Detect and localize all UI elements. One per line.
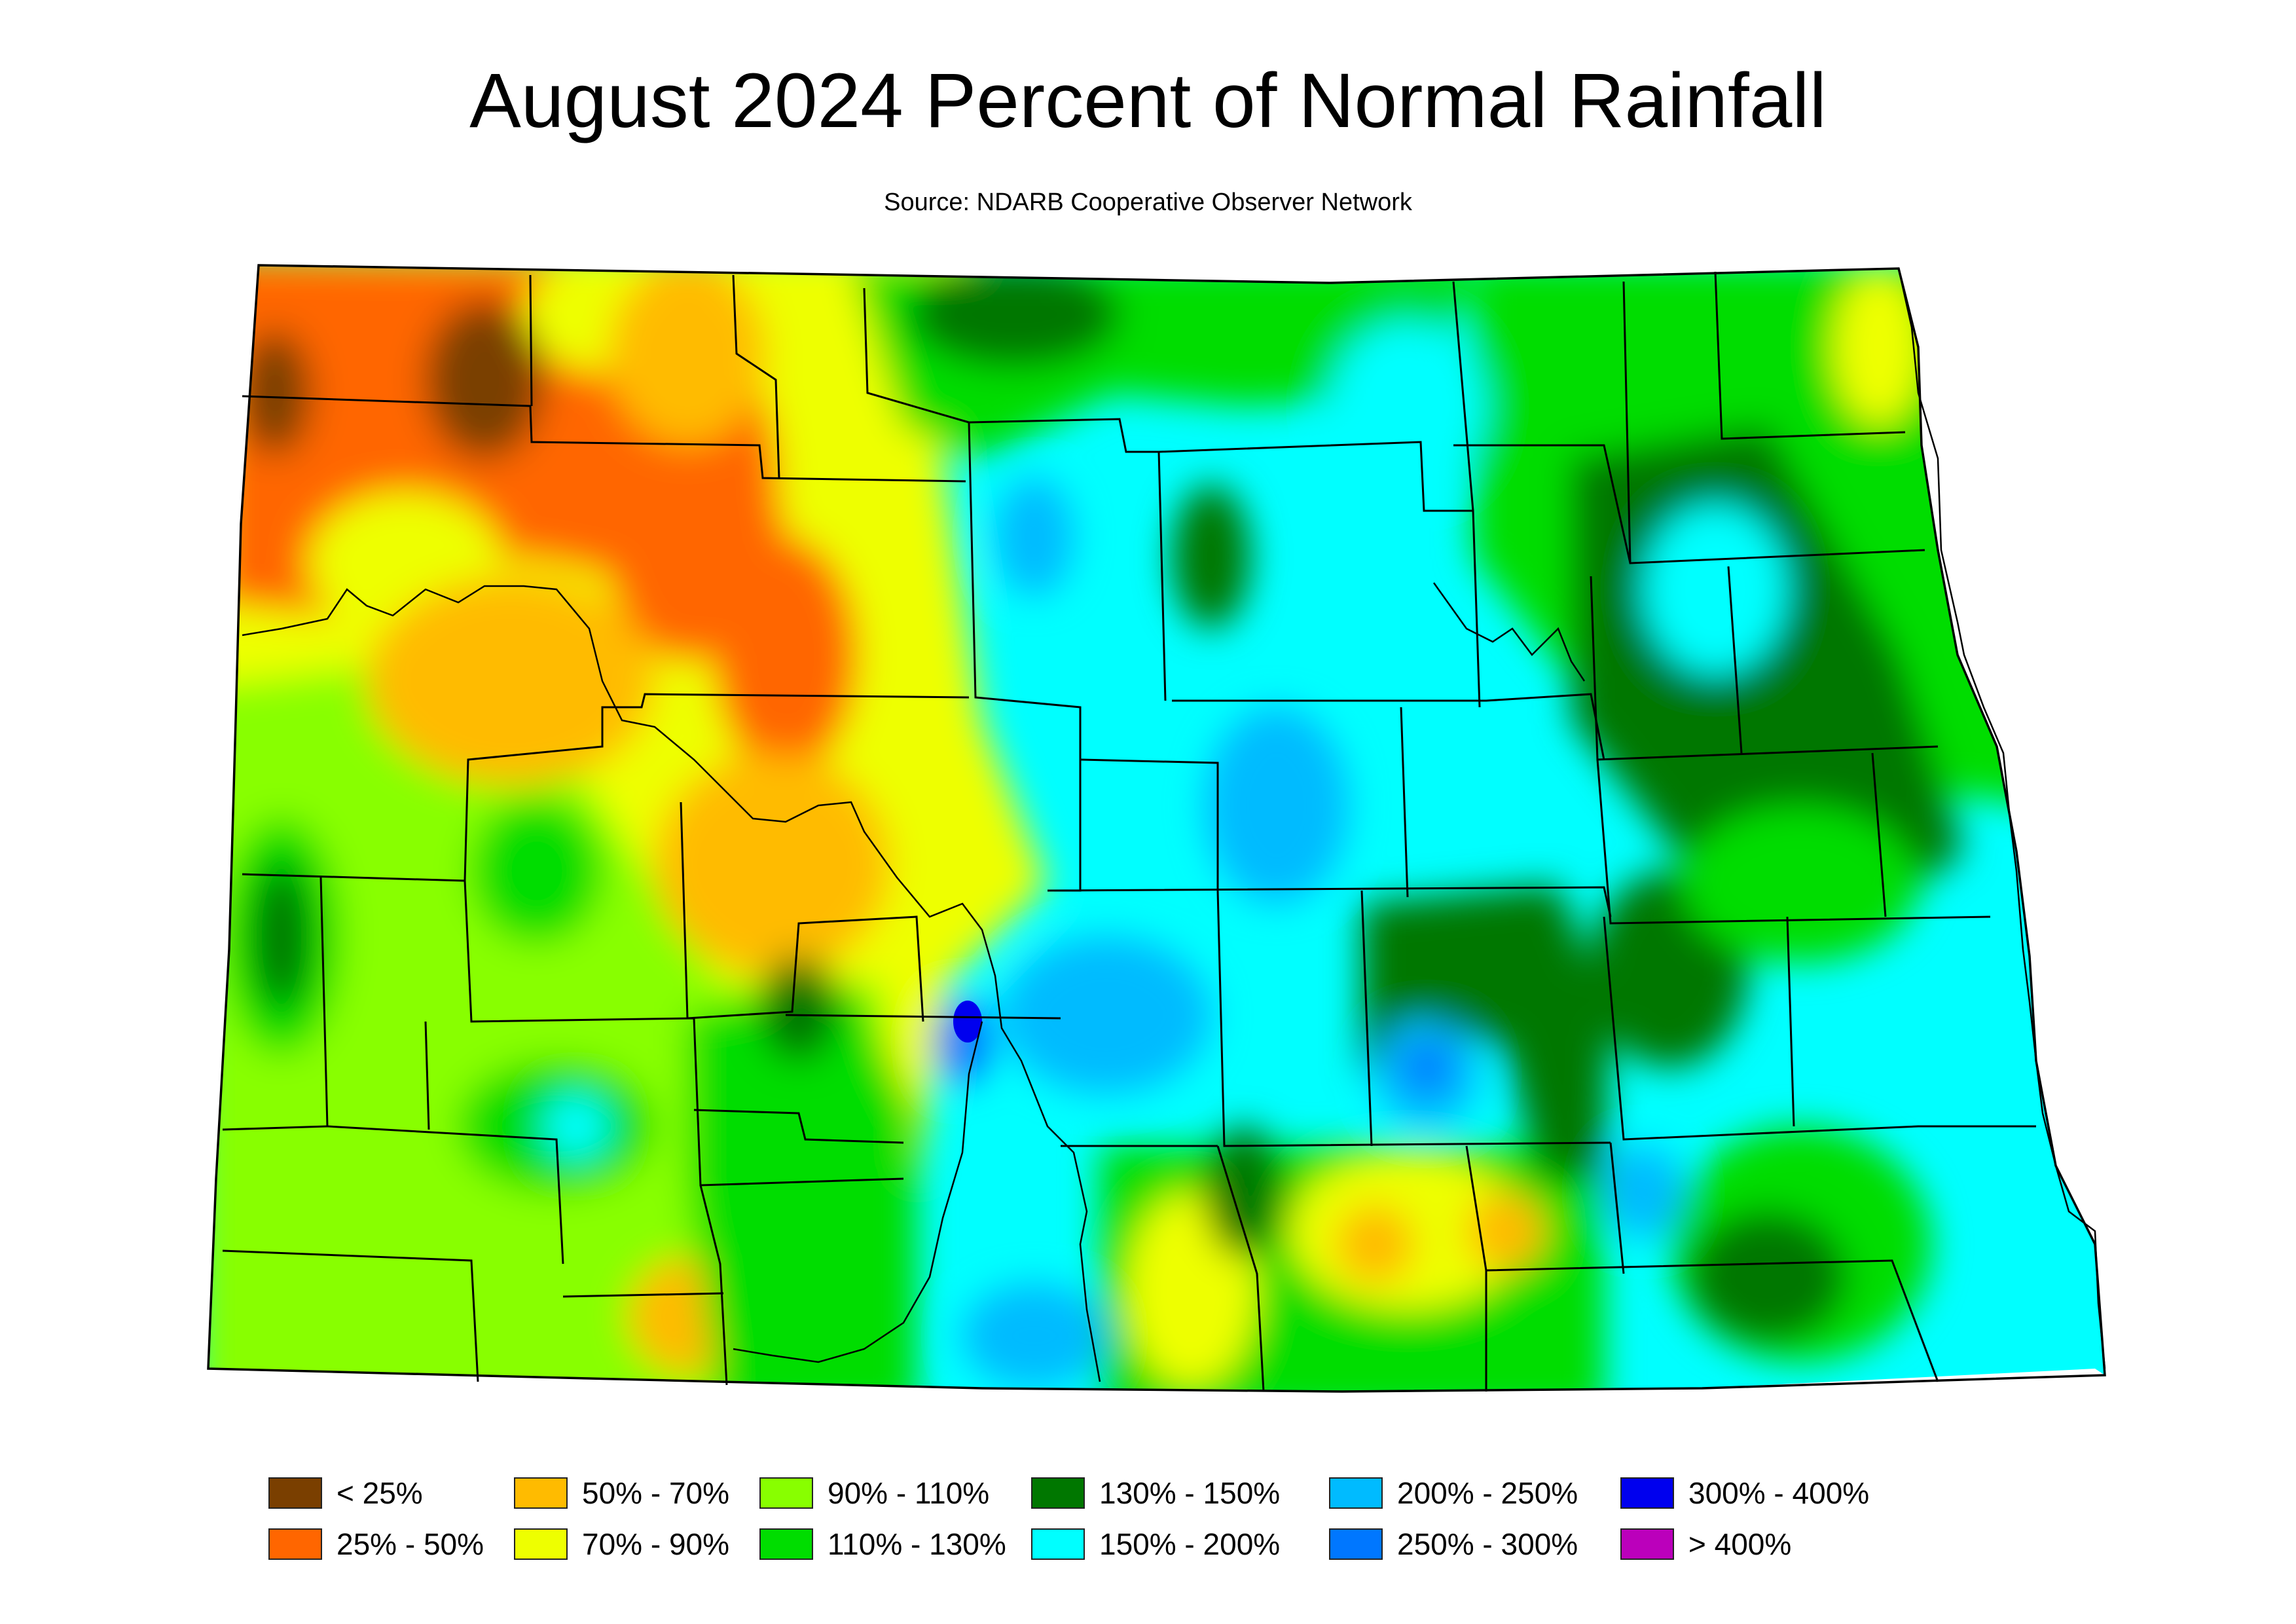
- rivers: [242, 268, 2106, 1382]
- legend-item: 250% - 300%: [1329, 1524, 1578, 1564]
- legend-item: 300% - 400%: [1620, 1473, 1869, 1513]
- legend-item: 200% - 250%: [1329, 1473, 1578, 1513]
- region-ce-darkgreen: [1362, 884, 1611, 1179]
- legend: < 25% 25% - 50% 50% - 70% 70% - 90% 90% - 11…: [268, 1473, 2232, 1591]
- region-ne-yellow: [1833, 268, 1925, 426]
- legend-label: 200% - 250%: [1397, 1476, 1578, 1510]
- legend-item: 150% - 200%: [1031, 1524, 1280, 1564]
- region-nw-orange-3: [714, 537, 858, 773]
- legend-item: 70% - 90%: [514, 1524, 729, 1564]
- legend-item: 25% - 50%: [268, 1524, 484, 1564]
- region-200-250-f: [1604, 1146, 1683, 1238]
- region-central-green: [687, 982, 917, 1392]
- legend-label: 110% - 130%: [828, 1527, 1006, 1561]
- region-lt25-a: [426, 301, 543, 458]
- region-200-250-c: [1002, 936, 1211, 1094]
- legend-item: 130% - 150%: [1031, 1473, 1280, 1513]
- legend-item: > 400%: [1620, 1524, 1791, 1564]
- region-200-250-d: [962, 1283, 1106, 1388]
- region-200-250-b: [1205, 707, 1349, 904]
- legend-swatch: [1329, 1528, 1383, 1560]
- legend-label: < 25%: [337, 1476, 423, 1510]
- legend-swatch: [1620, 1477, 1674, 1509]
- legend-swatch: [759, 1477, 813, 1509]
- missouri-river: [242, 585, 1101, 1382]
- region-w-green-2: [471, 799, 602, 943]
- county-boundaries: [222, 271, 2036, 1392]
- region-sc-orange-2: [1467, 1192, 1545, 1270]
- state-outline: [207, 264, 2106, 1393]
- legend-item: < 25%: [268, 1473, 423, 1513]
- region-central-darkgreen: [759, 956, 838, 1061]
- region-east-green-2: [1683, 805, 1918, 963]
- region-ne-cyan: [1643, 504, 1787, 674]
- legend-label: 50% - 70%: [582, 1476, 730, 1510]
- legend-swatch: [1329, 1477, 1383, 1509]
- legend-label: 300% - 400%: [1688, 1476, 1870, 1510]
- legend-label: 70% - 90%: [582, 1527, 730, 1561]
- legend-label: 25% - 50%: [337, 1527, 484, 1561]
- region-50-70-b: [655, 753, 890, 976]
- region-nc-darkgreen: [910, 265, 1120, 367]
- legend-label: 150% - 200%: [1099, 1527, 1281, 1561]
- legend-swatch: [1031, 1477, 1085, 1509]
- region-300-400: [953, 1001, 982, 1043]
- region-50-70-a: [367, 576, 655, 786]
- legend-swatch: [514, 1477, 568, 1509]
- red-river: [1897, 268, 2106, 1369]
- legend-swatch: [268, 1528, 322, 1560]
- legend-swatch: [268, 1477, 322, 1509]
- legend-label: 130% - 150%: [1099, 1476, 1281, 1510]
- legend-label: > 400%: [1688, 1527, 1792, 1561]
- region-w-darkgreen: [252, 864, 311, 1008]
- region-250-300-a: [1401, 1041, 1453, 1094]
- legend-label: 250% - 300%: [1397, 1527, 1578, 1561]
- region-200-250-a: [995, 478, 1074, 596]
- sheyenne-river: [1432, 582, 1586, 682]
- legend-item: 110% - 130%: [759, 1524, 1006, 1564]
- region-50-70-c: [609, 265, 766, 445]
- legend-swatch: [1031, 1528, 1085, 1560]
- map-title: August 2024 Percent of Normal Rainfall: [469, 58, 1827, 144]
- region-nc-cyan: [1329, 321, 1486, 491]
- legend-swatch: [759, 1528, 813, 1560]
- map-subtitle: Source: NDARB Cooperative Observer Netwo…: [884, 189, 1412, 216]
- legend-item: 50% - 70%: [514, 1473, 729, 1513]
- region-lt25-b: [239, 331, 311, 455]
- region-sc-orange: [1336, 1205, 1414, 1283]
- rainfall-fill: [208, 265, 2105, 1392]
- legend-swatch: [1620, 1528, 1674, 1560]
- legend-label: 90% - 110%: [828, 1476, 990, 1510]
- missouri-lower: [733, 1021, 983, 1363]
- region-sw-cyan: [543, 1094, 609, 1159]
- legend-item: 90% - 110%: [759, 1473, 989, 1513]
- legend-swatch: [514, 1528, 568, 1560]
- region-se-darkgreen: [1689, 1211, 1846, 1342]
- region-sc-darkgreen: [1205, 1126, 1283, 1257]
- region-nc-darkgreen-2: [1172, 485, 1250, 629]
